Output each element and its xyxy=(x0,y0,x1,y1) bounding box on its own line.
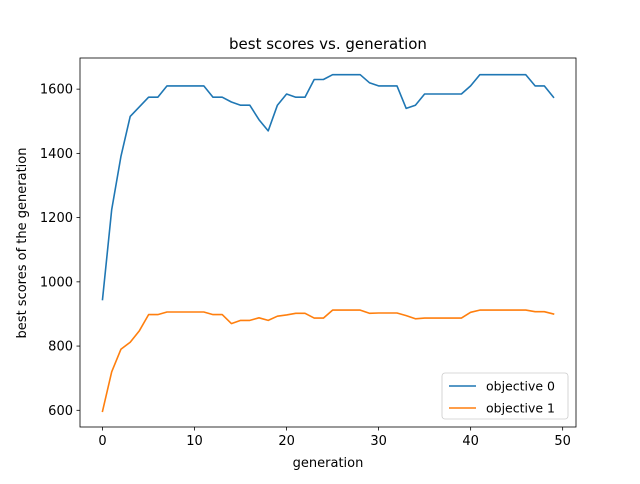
y-tick-label: 1600 xyxy=(40,83,73,98)
y-tick-label: 1200 xyxy=(40,211,73,226)
series-line-1 xyxy=(101,309,555,413)
x-tick-label: 0 xyxy=(98,434,106,449)
chart-title: best scores vs. generation xyxy=(229,35,427,53)
x-tick-label: 50 xyxy=(554,434,571,449)
legend-label-1: objective 1 xyxy=(486,401,555,416)
plot-area: 0 10 20 30 40 50 600 800 1000 1200 1400 1600 objecti… xyxy=(40,57,577,449)
axes-frame xyxy=(79,57,577,428)
y-tick-label: 1000 xyxy=(40,275,73,290)
legend-label-0: objective 0 xyxy=(486,379,555,394)
x-tick-label: 10 xyxy=(186,434,203,449)
x-tick-label: 30 xyxy=(370,434,387,449)
x-tick-label: 40 xyxy=(462,434,479,449)
y-axis-label: best scores of the generation xyxy=(15,148,30,339)
y-tick-label: 600 xyxy=(48,404,73,419)
x-tick-label: 20 xyxy=(278,434,295,449)
y-tick-label: 800 xyxy=(48,340,73,355)
x-axis-label: generation xyxy=(293,456,364,471)
series-line-0 xyxy=(101,73,555,301)
y-tick-label: 1400 xyxy=(40,147,73,162)
